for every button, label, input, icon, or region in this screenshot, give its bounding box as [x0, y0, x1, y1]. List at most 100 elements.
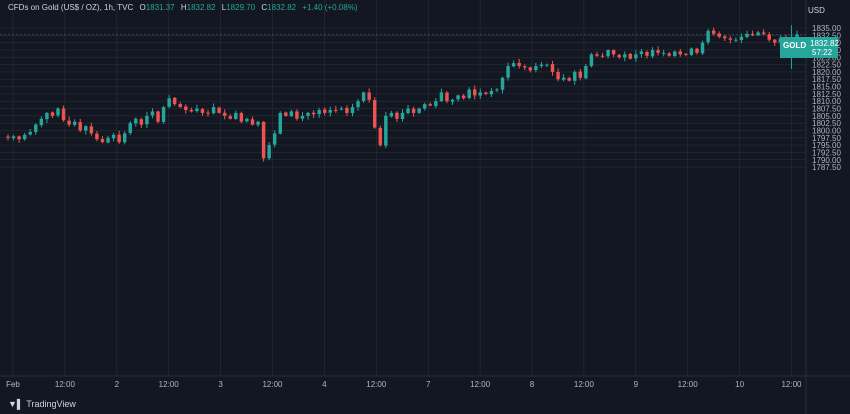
- y-tick-label: 1802.50: [812, 119, 841, 128]
- y-tick-label: 1807.50: [812, 105, 841, 114]
- candle-body: [334, 109, 338, 111]
- candle-body: [145, 115, 149, 125]
- y-tick-label: 1787.50: [812, 163, 841, 172]
- high-value: 1832.82: [186, 3, 216, 12]
- y-tick-label: 1832.50: [812, 31, 841, 40]
- candle-body: [523, 66, 527, 68]
- x-tick-label: 12:00: [366, 380, 387, 389]
- candle-body: [595, 54, 599, 56]
- candle-body: [573, 71, 577, 81]
- candle-body: [500, 77, 505, 90]
- candle-body: [695, 48, 699, 53]
- candle-body: [589, 54, 594, 67]
- candle-body: [195, 108, 199, 112]
- y-tick-label: 1800.00: [812, 126, 841, 135]
- candle-body: [445, 92, 449, 102]
- brand-name: TradingView: [26, 399, 76, 409]
- candle-body: [395, 112, 399, 119]
- candle-body: [734, 39, 738, 41]
- candle-body: [534, 66, 538, 71]
- candle-body: [111, 134, 116, 139]
- candle-body: [600, 55, 605, 57]
- candle-body: [295, 111, 299, 119]
- candle-body: [184, 106, 188, 110]
- candle-body: [517, 62, 521, 67]
- candle-body: [245, 118, 249, 122]
- candle-body: [167, 98, 171, 107]
- x-tick-label: 12:00: [262, 380, 283, 389]
- candle-body: [767, 34, 771, 40]
- low-value: 1829.70: [226, 3, 256, 12]
- candle-body: [567, 78, 571, 81]
- y-tick-label: 1810.00: [812, 97, 841, 106]
- candle-body: [623, 54, 627, 58]
- candle-body: [434, 101, 438, 107]
- y-tick-label: 1822.50: [812, 61, 841, 70]
- candle-body: [367, 92, 371, 100]
- candle-body: [450, 99, 455, 102]
- candle-body: [634, 54, 638, 59]
- candle-body: [211, 107, 216, 114]
- close-label: C: [261, 3, 268, 12]
- y-tick-label: 1815.00: [812, 83, 841, 92]
- candle-body: [11, 136, 16, 139]
- candle-body: [545, 64, 549, 66]
- candle-body: [417, 108, 421, 113]
- candle-body: [550, 64, 555, 72]
- x-tick-label: 4: [322, 380, 327, 389]
- candle-body: [611, 50, 616, 55]
- candle-body: [139, 119, 144, 125]
- candle-body: [200, 109, 205, 113]
- candle-body: [711, 30, 716, 34]
- y-tick-label: 1817.50: [812, 75, 841, 84]
- candle-body: [389, 112, 394, 117]
- candle-body: [606, 49, 610, 57]
- instrument-title: CFDs on Gold (US$ / OZ), 1h, TVC: [8, 3, 134, 12]
- candle-body: [206, 112, 210, 114]
- candle-body: [661, 52, 666, 54]
- candle-body: [50, 112, 55, 116]
- candle-body: [156, 111, 160, 122]
- candle-body: [328, 109, 332, 113]
- candle-body: [461, 95, 466, 99]
- candle-body: [423, 104, 427, 109]
- candle-body: [84, 126, 88, 131]
- candle-body: [439, 92, 444, 102]
- candle-body: [178, 104, 182, 108]
- x-tick-label: 12:00: [55, 380, 76, 389]
- candle-body: [28, 131, 32, 135]
- x-tick-label: 7: [426, 380, 431, 389]
- x-tick-label: 12:00: [159, 380, 180, 389]
- candle-body: [106, 137, 110, 143]
- x-tick-label: 2: [115, 380, 120, 389]
- candle-body: [411, 108, 416, 113]
- close-value: 1832.82: [267, 3, 297, 12]
- candle-body: [539, 64, 544, 67]
- y-tick-label: 1797.50: [812, 134, 841, 143]
- candle-body: [72, 121, 77, 125]
- y-tick-label: 1795.00: [812, 141, 841, 150]
- tradingview-brand[interactable]: ▼▌ TradingView: [8, 399, 76, 409]
- candle-body: [700, 42, 705, 54]
- candle-body: [584, 66, 588, 79]
- candle-body: [456, 95, 460, 100]
- candle-body: [489, 90, 494, 95]
- candle-body: [34, 124, 38, 132]
- candle-body: [384, 115, 388, 146]
- x-tick-label: 12:00: [678, 380, 699, 389]
- candle-body: [317, 109, 321, 115]
- candle-body: [717, 33, 721, 37]
- candle-body: [67, 120, 71, 125]
- open-label: O: [139, 3, 146, 12]
- y-tick-label: 1812.50: [812, 90, 841, 99]
- open-value: 1831.37: [145, 3, 175, 12]
- candle-body: [228, 116, 232, 119]
- candle-body: [78, 122, 82, 131]
- currency-label[interactable]: USD: [808, 6, 825, 15]
- candle-body: [645, 51, 649, 56]
- candle-body: [617, 54, 621, 58]
- candle-body: [289, 111, 294, 117]
- legend-header: CFDs on Gold (US$ / OZ), 1h, TVC O1831.3…: [8, 3, 357, 12]
- high-label: H: [180, 3, 187, 12]
